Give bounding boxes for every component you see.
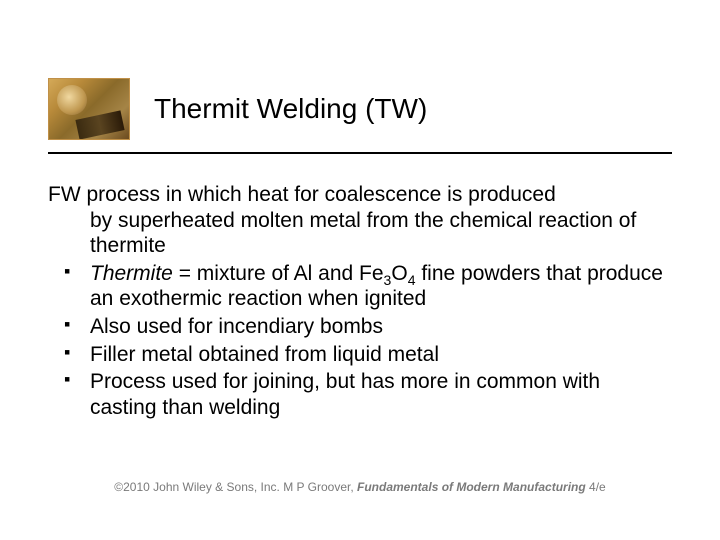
horizontal-rule xyxy=(48,152,672,154)
body-text: FW process in which heat for coalescence… xyxy=(48,182,672,420)
footer-book-title: Fundamentals of Modern Manufacturing xyxy=(357,480,586,494)
slide: Thermit Welding (TW) FW process in which… xyxy=(0,0,720,540)
lead-line1: FW process in which heat for coalescence… xyxy=(48,182,672,208)
lead-paragraph: FW process in which heat for coalescence… xyxy=(48,182,672,259)
footer: ©2010 John Wiley & Sons, Inc. M P Groove… xyxy=(0,480,720,494)
term-italic: Thermite xyxy=(90,262,173,285)
slide-title: Thermit Welding (TW) xyxy=(154,93,427,125)
footer-suffix: 4/e xyxy=(586,480,606,494)
thumbnail-image xyxy=(48,78,130,140)
text-fragment: = mixture of Al and Fe xyxy=(173,262,384,285)
lead-rest: by superheated molten metal from the che… xyxy=(48,208,672,259)
footer-prefix: ©2010 John Wiley & Sons, Inc. M P Groove… xyxy=(114,480,357,494)
list-item: Process used for joining, but has more i… xyxy=(48,369,672,420)
text-fragment: O xyxy=(391,262,407,285)
list-item: Also used for incendiary bombs xyxy=(48,314,672,340)
list-item: Filler metal obtained from liquid metal xyxy=(48,342,672,368)
bullet-list: Thermite = mixture of Al and Fe3O4 fine … xyxy=(48,261,672,421)
header: Thermit Welding (TW) xyxy=(48,0,672,140)
list-item: Thermite = mixture of Al and Fe3O4 fine … xyxy=(48,261,672,312)
